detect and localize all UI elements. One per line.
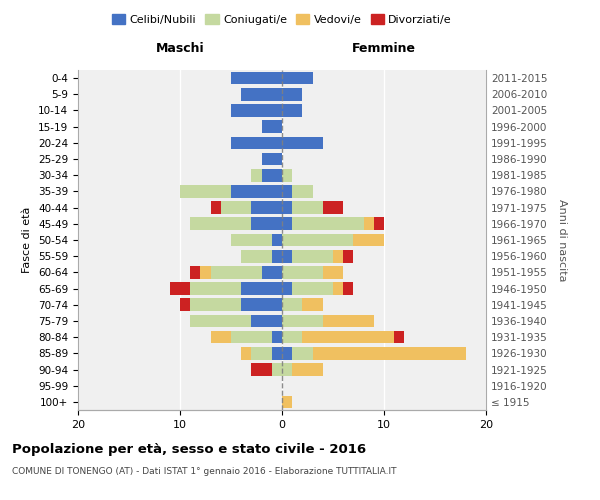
Bar: [394, 331, 404, 344]
Bar: [364, 218, 374, 230]
Bar: [323, 314, 374, 328]
Bar: [241, 88, 282, 101]
Bar: [292, 250, 333, 262]
Bar: [190, 218, 251, 230]
Bar: [262, 169, 282, 181]
Text: COMUNE DI TONENGO (AT) - Dati ISTAT 1° gennaio 2016 - Elaborazione TUTTITALIA.IT: COMUNE DI TONENGO (AT) - Dati ISTAT 1° g…: [12, 468, 397, 476]
Y-axis label: Fasce di età: Fasce di età: [22, 207, 32, 273]
Bar: [272, 331, 282, 344]
Bar: [251, 363, 272, 376]
Bar: [231, 331, 272, 344]
Bar: [282, 218, 292, 230]
Bar: [211, 331, 231, 344]
Bar: [282, 250, 292, 262]
Bar: [262, 120, 282, 133]
Bar: [241, 282, 282, 295]
Bar: [282, 363, 292, 376]
Bar: [262, 266, 282, 278]
Bar: [374, 218, 384, 230]
Bar: [231, 234, 272, 246]
Bar: [282, 104, 302, 117]
Bar: [292, 185, 313, 198]
Bar: [200, 266, 211, 278]
Bar: [251, 169, 262, 181]
Bar: [282, 234, 353, 246]
Bar: [292, 218, 364, 230]
Bar: [231, 104, 282, 117]
Bar: [292, 202, 323, 214]
Bar: [251, 314, 282, 328]
Y-axis label: Anni di nascita: Anni di nascita: [557, 198, 567, 281]
Bar: [231, 136, 282, 149]
Bar: [272, 250, 282, 262]
Bar: [313, 347, 466, 360]
Bar: [292, 363, 323, 376]
Bar: [190, 314, 251, 328]
Legend: Celibi/Nubili, Coniugati/e, Vedovi/e, Divorziati/e: Celibi/Nubili, Coniugati/e, Vedovi/e, Di…: [109, 10, 455, 28]
Bar: [180, 298, 190, 311]
Bar: [170, 282, 190, 295]
Bar: [221, 202, 251, 214]
Bar: [282, 72, 313, 85]
Bar: [251, 202, 282, 214]
Text: Maschi: Maschi: [155, 42, 205, 55]
Bar: [323, 202, 343, 214]
Text: Femmine: Femmine: [352, 42, 416, 55]
Bar: [282, 185, 292, 198]
Bar: [282, 88, 302, 101]
Bar: [231, 72, 282, 85]
Bar: [241, 298, 282, 311]
Bar: [190, 298, 241, 311]
Bar: [353, 234, 384, 246]
Bar: [282, 331, 302, 344]
Bar: [343, 282, 353, 295]
Bar: [302, 331, 394, 344]
Bar: [323, 266, 343, 278]
Bar: [343, 250, 353, 262]
Bar: [272, 363, 282, 376]
Bar: [211, 202, 221, 214]
Bar: [272, 234, 282, 246]
Bar: [282, 282, 292, 295]
Bar: [333, 282, 343, 295]
Bar: [211, 266, 262, 278]
Bar: [282, 298, 302, 311]
Bar: [282, 169, 292, 181]
Bar: [333, 250, 343, 262]
Bar: [282, 266, 323, 278]
Bar: [190, 282, 241, 295]
Bar: [282, 314, 323, 328]
Text: Popolazione per età, sesso e stato civile - 2016: Popolazione per età, sesso e stato civil…: [12, 442, 366, 456]
Bar: [302, 298, 323, 311]
Bar: [292, 282, 333, 295]
Bar: [292, 347, 313, 360]
Bar: [241, 347, 251, 360]
Bar: [180, 185, 231, 198]
Bar: [282, 396, 292, 408]
Bar: [282, 136, 323, 149]
Bar: [241, 250, 272, 262]
Bar: [282, 347, 292, 360]
Bar: [282, 202, 292, 214]
Bar: [190, 266, 200, 278]
Bar: [251, 218, 282, 230]
Bar: [231, 185, 282, 198]
Bar: [251, 347, 272, 360]
Bar: [272, 347, 282, 360]
Bar: [262, 152, 282, 166]
